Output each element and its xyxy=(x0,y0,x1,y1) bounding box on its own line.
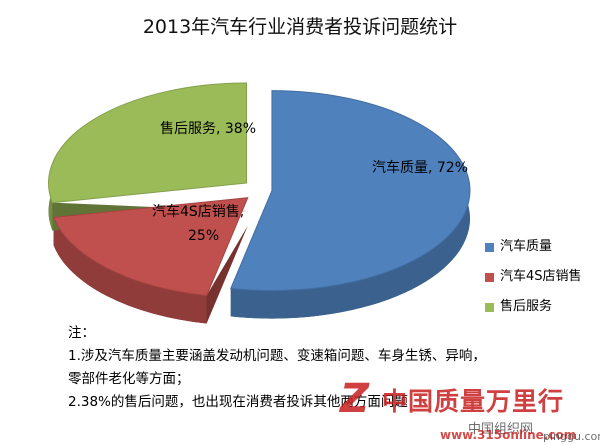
legend-item-quality: 汽车质量 xyxy=(485,232,582,262)
pie-labels: 汽车质量, 72% 汽车4S店销售, 25% 售后服务, 38% xyxy=(152,121,468,244)
legend-swatch-after-sales xyxy=(485,302,494,312)
slice-label-4s-sales-line2: 25% xyxy=(188,228,219,244)
legend-item-after-sales: 售后服务 xyxy=(485,292,582,322)
slice-rim-4s-sales xyxy=(53,217,207,324)
legend-swatch-4s-sales xyxy=(485,272,494,282)
notes-heading: 注： xyxy=(68,325,95,341)
notes: 注： 1.涉及汽车质量主要涵盖发动机问题、变速箱问题、车身生锈、异响， 零部件老… xyxy=(68,322,588,414)
legend-label-4s-sales: 汽车4S店销售 xyxy=(500,269,582,284)
slice-quality xyxy=(230,90,471,292)
watermark-text: 中国质量万里行 xyxy=(382,387,565,416)
slice-label-quality: 汽车质量, 72% xyxy=(372,159,468,176)
watermark-logo: Z xyxy=(340,376,370,422)
pie-tops xyxy=(48,82,471,297)
watermark-url-3: pinggu.com xyxy=(543,430,600,443)
legend-label-quality: 汽车质量 xyxy=(500,239,553,254)
legend-swatch-quality xyxy=(485,242,494,252)
watermark-url-2: www.315online.com xyxy=(440,428,577,442)
legend: 汽车质量 汽车4S店销售 售后服务 xyxy=(485,232,582,322)
slice-label-4s-sales: 汽车4S店销售, xyxy=(152,203,244,220)
watermark-url-1: 中国组织网 xyxy=(468,422,534,437)
slice-rim-quality xyxy=(230,90,470,319)
watermark: Z 中国质量万里行 中国组织网 www.315online.com pinggu… xyxy=(330,372,600,445)
slice-after-sales xyxy=(48,82,248,204)
notes-line-1b: 零部件老化等方面； xyxy=(68,371,190,387)
notes-line-2: 2.38%的售后问题，也出现在消费者投诉其他两方面问题 xyxy=(68,394,408,410)
slice-4s-sales xyxy=(52,197,249,297)
legend-label-after-sales: 售后服务 xyxy=(500,299,553,314)
legend-item-4s-sales: 汽车4S店销售 xyxy=(485,262,582,292)
notes-line-1: 1.涉及汽车质量主要涵盖发动机问题、变速箱问题、车身生锈、异响， xyxy=(68,348,486,364)
chart-title: 2013年汽车行业消费者投诉问题统计 xyxy=(142,16,458,38)
slice-label-after-sales: 售后服务, 38% xyxy=(160,121,256,137)
